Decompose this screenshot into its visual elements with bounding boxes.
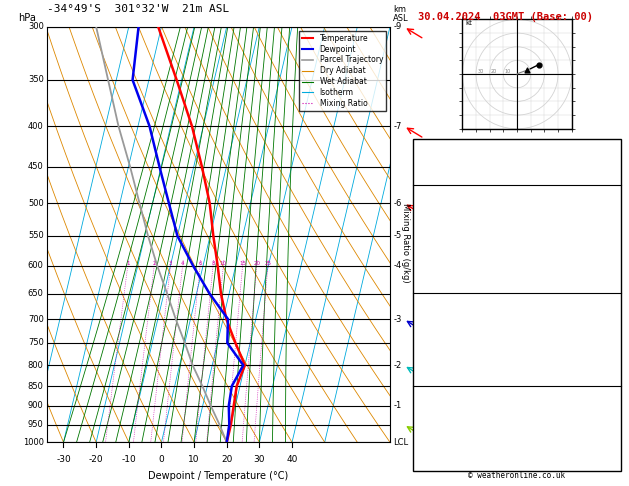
Text: -4: -4: [393, 261, 402, 270]
Text: 1000: 1000: [23, 438, 44, 447]
Text: -5: -5: [393, 231, 402, 241]
Text: 30: 30: [253, 455, 265, 464]
Text: StmSpd (kt): StmSpd (kt): [417, 450, 476, 459]
Text: 2.93: 2.93: [596, 172, 618, 180]
Text: LCL: LCL: [393, 438, 408, 447]
Text: 36: 36: [607, 450, 618, 459]
Text: -10: -10: [121, 455, 136, 464]
Text: 20: 20: [491, 69, 498, 74]
Text: 950: 950: [28, 420, 44, 429]
Text: 900: 900: [28, 401, 44, 410]
Text: 550: 550: [28, 231, 44, 241]
Text: 30: 30: [477, 69, 484, 74]
Text: 1: 1: [126, 261, 130, 266]
Text: CAPE (J): CAPE (J): [417, 264, 460, 273]
Text: 450: 450: [28, 162, 44, 171]
Text: -138: -138: [596, 404, 618, 413]
Text: EH: EH: [417, 404, 428, 413]
Text: -30: -30: [56, 455, 71, 464]
Text: 49: 49: [607, 156, 618, 165]
Text: θᵉ(K): θᵉ(K): [417, 233, 444, 243]
Text: Most Unstable: Most Unstable: [482, 295, 552, 304]
Text: 740: 740: [601, 357, 618, 366]
Text: 10: 10: [188, 455, 200, 464]
Text: 18: 18: [607, 140, 618, 150]
Text: CAPE (J): CAPE (J): [417, 357, 460, 366]
Text: 20: 20: [253, 261, 260, 266]
Text: 336: 336: [601, 326, 618, 335]
Text: -34°49'S  301°32'W  21m ASL: -34°49'S 301°32'W 21m ASL: [47, 4, 230, 14]
Text: -7: -7: [393, 122, 402, 131]
Text: Lifted Index: Lifted Index: [417, 249, 482, 258]
Text: θᵉ (K): θᵉ (K): [417, 326, 449, 335]
Text: 4: 4: [181, 261, 184, 266]
Text: 750: 750: [28, 338, 44, 347]
Text: Lifted Index: Lifted Index: [417, 342, 482, 351]
Text: 0: 0: [612, 280, 618, 289]
Text: Hodograph: Hodograph: [493, 388, 541, 397]
Text: 0: 0: [612, 264, 618, 273]
Text: K: K: [417, 140, 423, 150]
Text: 800: 800: [28, 361, 44, 370]
Text: StmDir: StmDir: [417, 434, 449, 444]
Text: 0: 0: [159, 455, 164, 464]
Text: 20: 20: [221, 455, 233, 464]
Text: -1: -1: [393, 401, 402, 410]
Text: Dewpoint / Temperature (°C): Dewpoint / Temperature (°C): [148, 471, 289, 481]
Text: 6: 6: [198, 261, 202, 266]
Text: 9: 9: [612, 373, 618, 382]
Point: [534, 61, 544, 69]
Text: PW (cm): PW (cm): [417, 172, 455, 180]
Text: 350: 350: [28, 75, 44, 85]
Point: [521, 66, 532, 74]
Text: Mixing Ratio (g/kg): Mixing Ratio (g/kg): [401, 203, 410, 283]
Text: 314°: 314°: [596, 434, 618, 444]
Text: -4: -4: [607, 342, 618, 351]
Text: -6: -6: [393, 199, 402, 208]
Text: 3: 3: [169, 261, 172, 266]
Text: Pressure (mb): Pressure (mb): [417, 311, 487, 320]
Text: 15: 15: [607, 202, 618, 211]
Text: Surface: Surface: [498, 187, 536, 196]
Text: CIN (J): CIN (J): [417, 373, 455, 382]
Text: 400: 400: [28, 122, 44, 131]
Text: -20: -20: [89, 455, 103, 464]
Text: -3: -3: [393, 314, 402, 324]
Text: 317: 317: [601, 233, 618, 243]
Text: 850: 850: [28, 382, 44, 391]
Text: 700: 700: [28, 314, 44, 324]
Text: 10: 10: [220, 261, 227, 266]
Text: Dewp (°C): Dewp (°C): [417, 218, 465, 227]
Text: 800: 800: [601, 311, 618, 320]
Text: 40: 40: [286, 455, 298, 464]
Text: 55: 55: [607, 419, 618, 428]
Text: 300: 300: [28, 22, 44, 31]
Text: 600: 600: [28, 261, 44, 270]
Text: CIN (J): CIN (J): [417, 280, 455, 289]
Text: 25: 25: [264, 261, 271, 266]
Text: hPa: hPa: [18, 13, 36, 22]
Text: -9: -9: [393, 22, 402, 31]
Text: 15: 15: [239, 261, 246, 266]
Text: Temp (°C): Temp (°C): [417, 202, 465, 211]
Text: 650: 650: [28, 289, 44, 298]
Text: 10: 10: [504, 69, 511, 74]
Text: 14.6: 14.6: [596, 218, 618, 227]
Text: -2: -2: [393, 361, 402, 370]
Text: © weatheronline.co.uk: © weatheronline.co.uk: [469, 471, 565, 480]
Text: 30.04.2024  03GMT (Base: 00): 30.04.2024 03GMT (Base: 00): [418, 12, 593, 22]
Text: kt: kt: [465, 20, 472, 26]
Text: 500: 500: [28, 199, 44, 208]
Text: 6: 6: [612, 249, 618, 258]
Text: 8: 8: [211, 261, 214, 266]
Text: Totals Totals: Totals Totals: [417, 156, 487, 165]
Legend: Temperature, Dewpoint, Parcel Trajectory, Dry Adiabat, Wet Adiabat, Isotherm, Mi: Temperature, Dewpoint, Parcel Trajectory…: [299, 31, 386, 111]
Text: SREH: SREH: [417, 419, 438, 428]
Text: 2: 2: [152, 261, 156, 266]
Text: km
ASL: km ASL: [393, 4, 409, 22]
